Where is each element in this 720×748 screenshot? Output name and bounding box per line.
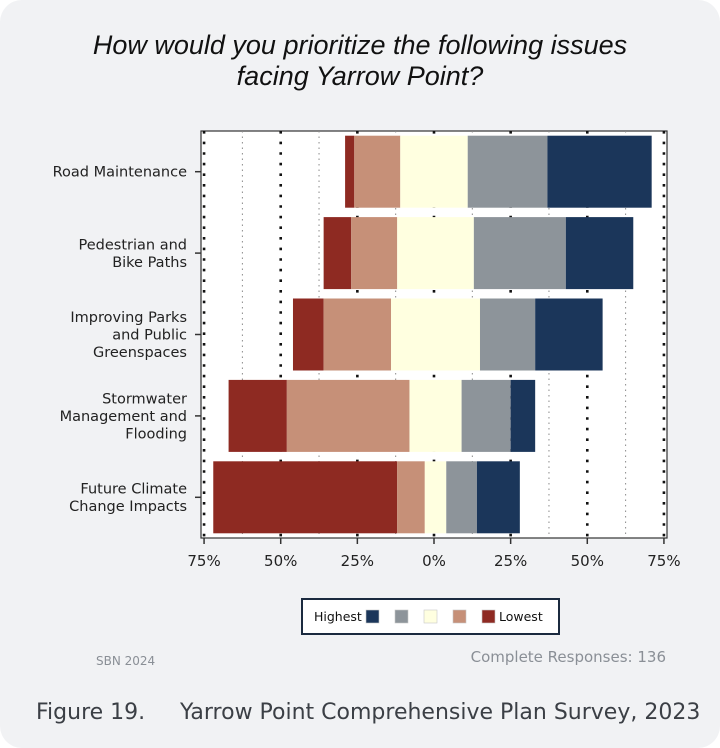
bar-segment-1-0: [323, 217, 352, 290]
complete-responses: Complete Responses: 136: [470, 648, 666, 666]
bar-segment-4-2: [424, 461, 447, 534]
bar-segment-3-2: [409, 379, 462, 452]
bar-segment-4-3: [446, 461, 477, 534]
legend-key-4: [481, 609, 496, 624]
legend-label-0: Highest: [314, 609, 362, 624]
bar-segment-1-3: [473, 217, 566, 290]
x-tick-label-1: 50%: [264, 552, 297, 570]
figure-caption-text: Yarrow Point Comprehensive Plan Survey, …: [180, 700, 701, 725]
bar-segment-3-0: [228, 379, 287, 452]
bar-segment-3-4: [510, 379, 536, 452]
chart-title-line-1: How would you prioritize the following i…: [92, 30, 628, 60]
legend-key-0: [365, 609, 380, 624]
x-tick-label-6: 75%: [647, 552, 680, 570]
chart-title: How would you prioritize the following i…: [0, 30, 720, 92]
x-tick-label-3: 0%: [422, 552, 446, 570]
y-label-4-0: Future Climate: [80, 482, 187, 498]
x-tick-label-4: 25%: [494, 552, 527, 570]
y-label-3-1: Management and: [60, 409, 187, 425]
bar-segment-2-2: [391, 298, 480, 371]
figure-number: Figure 19.: [36, 700, 146, 725]
bar-segment-1-1: [351, 217, 398, 290]
bar-segment-3-3: [461, 379, 511, 452]
y-label-1-0: Pedestrian and: [79, 237, 187, 253]
bar-segment-1-2: [397, 217, 474, 290]
bar-segment-0-2: [400, 135, 468, 208]
y-label-0-0: Road Maintenance: [53, 165, 187, 181]
bar-segment-0-1: [354, 135, 401, 208]
bar-segment-0-0: [345, 135, 355, 208]
bar-segment-3-1: [286, 379, 410, 452]
y-label-2-0: Improving Parks: [70, 310, 187, 326]
figure-caption: Figure 19. Yarrow Point Comprehensive Pla…: [36, 700, 700, 725]
bar-segment-4-4: [476, 461, 520, 534]
bar-segment-0-4: [547, 135, 652, 208]
x-tick-label-2: 25%: [341, 552, 374, 570]
bar-segment-4-1: [397, 461, 425, 534]
y-label-3-2: Flooding: [125, 426, 187, 442]
chart-title-line-2: facing Yarrow Point?: [236, 61, 484, 91]
legend-label-4: Lowest: [499, 609, 543, 624]
y-label-4-1: Change Impacts: [69, 499, 187, 515]
bar-segment-4-0: [213, 461, 398, 534]
y-label-1-1: Bike Paths: [112, 255, 187, 271]
bar-segment-0-3: [467, 135, 548, 208]
x-tick-label-5: 50%: [571, 552, 604, 570]
y-label-3-0: Stormwater: [102, 391, 187, 407]
source-note: SBN 2024: [96, 654, 156, 668]
bar-segment-1-4: [565, 217, 634, 290]
y-label-2-1: and Public: [112, 328, 187, 344]
legend-key-1: [394, 609, 409, 624]
bar-segment-2-4: [535, 298, 603, 371]
bar-segment-2-3: [479, 298, 536, 371]
x-tick-label-0: 75%: [187, 552, 220, 570]
bar-segment-2-1: [323, 298, 392, 371]
bar-segment-2-0: [292, 298, 324, 371]
y-label-2-2: Greenspaces: [93, 345, 187, 361]
legend-key-3: [452, 609, 467, 624]
legend-key-2: [423, 609, 438, 624]
